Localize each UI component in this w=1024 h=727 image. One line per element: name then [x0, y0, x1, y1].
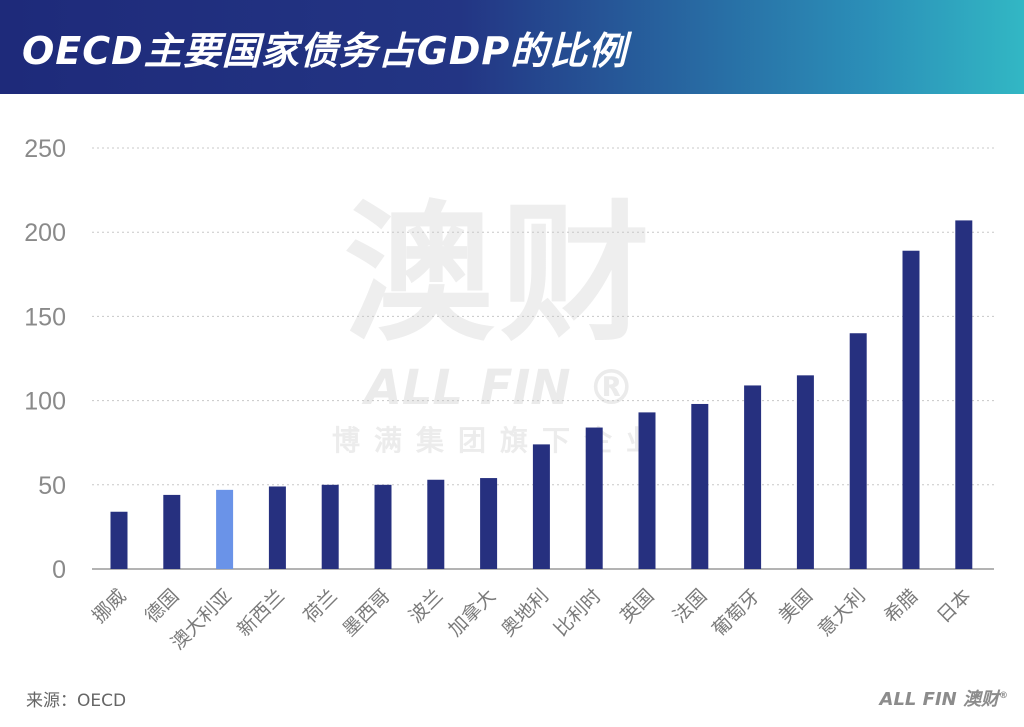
- bars: [110, 220, 973, 570]
- y-tick-label: 50: [38, 472, 66, 500]
- x-axis-category-labels: 挪威 德国澳大利亚新西兰 荷兰墨西哥 波兰加拿大奥地利比利时 英国 法国葡萄牙 美国意大利希…: [88, 584, 975, 654]
- x-category-label: 新西兰: [233, 585, 289, 641]
- bar-12: [744, 385, 762, 569]
- bar-3: [268, 486, 286, 569]
- x-category-label: 日本: [933, 585, 975, 627]
- x-category-label: 英国: [616, 585, 658, 627]
- y-tick-label: 250: [24, 135, 66, 163]
- x-category-label: 荷兰: [299, 585, 341, 627]
- x-category-label: 奥地利: [497, 585, 553, 641]
- x-category-label: 墨西哥: [339, 585, 395, 641]
- bar-9: [585, 427, 603, 569]
- y-tick-label: 200: [24, 219, 66, 247]
- bar-0: [110, 511, 128, 569]
- x-category-label: 法国: [669, 585, 711, 627]
- x-category-label: 波兰: [405, 585, 447, 627]
- x-category-label: 挪威: [88, 585, 130, 627]
- source-note: 来源：OECD: [26, 691, 127, 711]
- x-category-label: 德国: [141, 585, 183, 627]
- bar-8: [532, 444, 550, 569]
- x-category-label: 葡萄牙: [708, 585, 764, 641]
- x-category-label: 加拿大: [444, 584, 501, 641]
- bar-5: [374, 484, 392, 569]
- bar-10: [638, 412, 656, 569]
- bar-1: [163, 494, 181, 569]
- brand-logo-text: ALL FIN 澳财: [879, 689, 999, 710]
- registered-mark: ®: [999, 691, 1008, 701]
- x-category-label: 意大利: [814, 585, 870, 641]
- bar-16: [955, 220, 973, 570]
- y-tick-label: 0: [52, 556, 66, 584]
- y-tick-label: 150: [24, 303, 66, 331]
- bar-14: [849, 333, 867, 569]
- x-category-label: 希腊: [880, 585, 922, 627]
- bar-15: [902, 250, 920, 569]
- page-title: OECD主要国家债务占GDP的比例: [22, 29, 628, 73]
- gridlines: [92, 147, 994, 570]
- brand-logo: ALL FIN 澳财®: [880, 685, 1008, 711]
- x-category-label: 美国: [774, 585, 816, 627]
- y-tick-label: 100: [24, 388, 66, 416]
- x-category-label: 比利时: [550, 585, 606, 641]
- bar-4: [321, 484, 339, 569]
- bar-13: [796, 375, 814, 569]
- y-axis-tick-labels: 0 50 100 150 200 250: [24, 135, 66, 584]
- bar-7: [480, 478, 498, 569]
- bar-6: [427, 479, 445, 569]
- title-banner: OECD主要国家债务占GDP的比例: [0, 0, 1024, 94]
- bar-11: [691, 403, 709, 569]
- bar-2: [216, 489, 234, 569]
